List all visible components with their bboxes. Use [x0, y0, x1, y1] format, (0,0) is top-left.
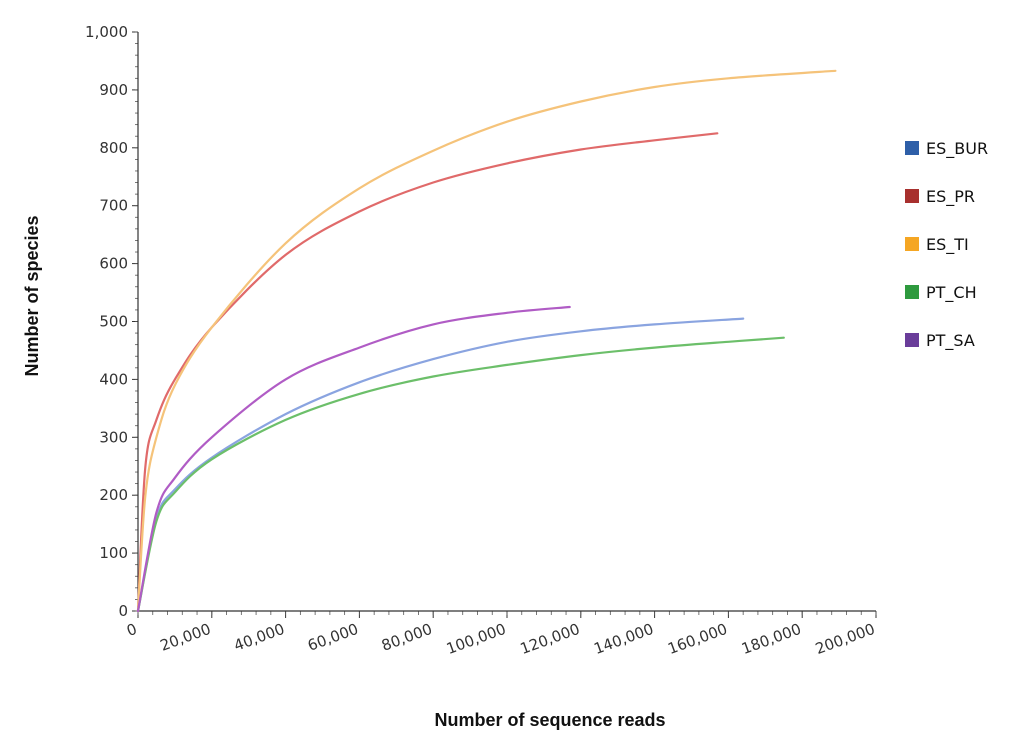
x-tick-label: 0	[124, 620, 139, 640]
series-lines	[136, 69, 837, 613]
y-axis-title: Number of species	[22, 215, 42, 376]
y-tick-label: 500	[99, 313, 128, 331]
x-tick-label: 180,000	[739, 620, 803, 658]
x-tick-label: 80,000	[379, 620, 434, 655]
legend-swatch	[905, 141, 919, 155]
legend-swatch	[905, 285, 919, 299]
legend-label: ES_TI	[926, 235, 969, 255]
y-tick-label: 700	[99, 197, 128, 215]
y-tick-label: 400	[99, 370, 128, 388]
legend-swatch	[905, 189, 919, 203]
y-tick-label: 200	[99, 486, 128, 504]
y-tick-label: 900	[99, 81, 128, 99]
legend-swatch	[905, 237, 919, 251]
y-axis-ticks: 0 100 200 300 400 500 600 700 800 900 1,000	[85, 23, 138, 620]
y-tick-label: 300	[99, 428, 128, 446]
x-tick-label: 140,000	[592, 620, 656, 658]
y-tick-label: 1,000	[85, 23, 128, 41]
series-line-pt-sa	[136, 305, 571, 613]
y-tick-label: 0	[118, 602, 128, 620]
x-tick-label: 120,000	[518, 620, 582, 658]
x-tick-label: 60,000	[305, 620, 360, 655]
legend-label: ES_BUR	[926, 139, 988, 159]
x-tick-label: 100,000	[444, 620, 508, 658]
y-tick-label: 800	[99, 139, 128, 157]
x-tick-label: 160,000	[665, 620, 729, 658]
x-axis-title: Number of sequence reads	[434, 710, 665, 730]
series-line-es-ti	[136, 69, 837, 613]
legend-label: ES_PR	[926, 187, 975, 207]
legend: ES_BUR ES_PR ES_TI PT_CH PT_SA	[905, 139, 988, 351]
y-tick-label: 100	[99, 544, 128, 562]
legend-swatch	[905, 333, 919, 347]
series-line-pt-ch	[136, 336, 785, 613]
x-tick-label: 40,000	[231, 620, 286, 655]
x-tick-label: 200,000	[813, 620, 877, 658]
series-line-es-bur	[136, 317, 745, 613]
legend-label: PT_CH	[926, 283, 977, 303]
series-line-es-pr	[136, 132, 719, 613]
legend-label: PT_SA	[926, 331, 975, 351]
y-tick-label: 600	[99, 255, 128, 273]
x-axis-ticks: 0 20,000 40,000 60,000 80,000 100,000 120,000 1…	[124, 611, 877, 658]
x-tick-label: 20,000	[158, 620, 213, 655]
